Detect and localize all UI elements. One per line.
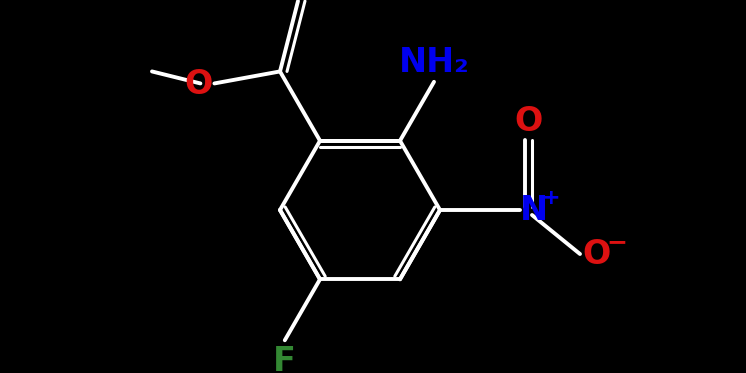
Text: NH₂: NH₂: [398, 46, 469, 79]
Text: F: F: [273, 345, 296, 373]
Text: N: N: [520, 194, 548, 226]
Text: O: O: [582, 238, 610, 270]
Text: O: O: [515, 104, 543, 138]
Text: +: +: [542, 188, 561, 208]
Text: −: −: [606, 230, 627, 254]
Text: O: O: [184, 68, 213, 101]
